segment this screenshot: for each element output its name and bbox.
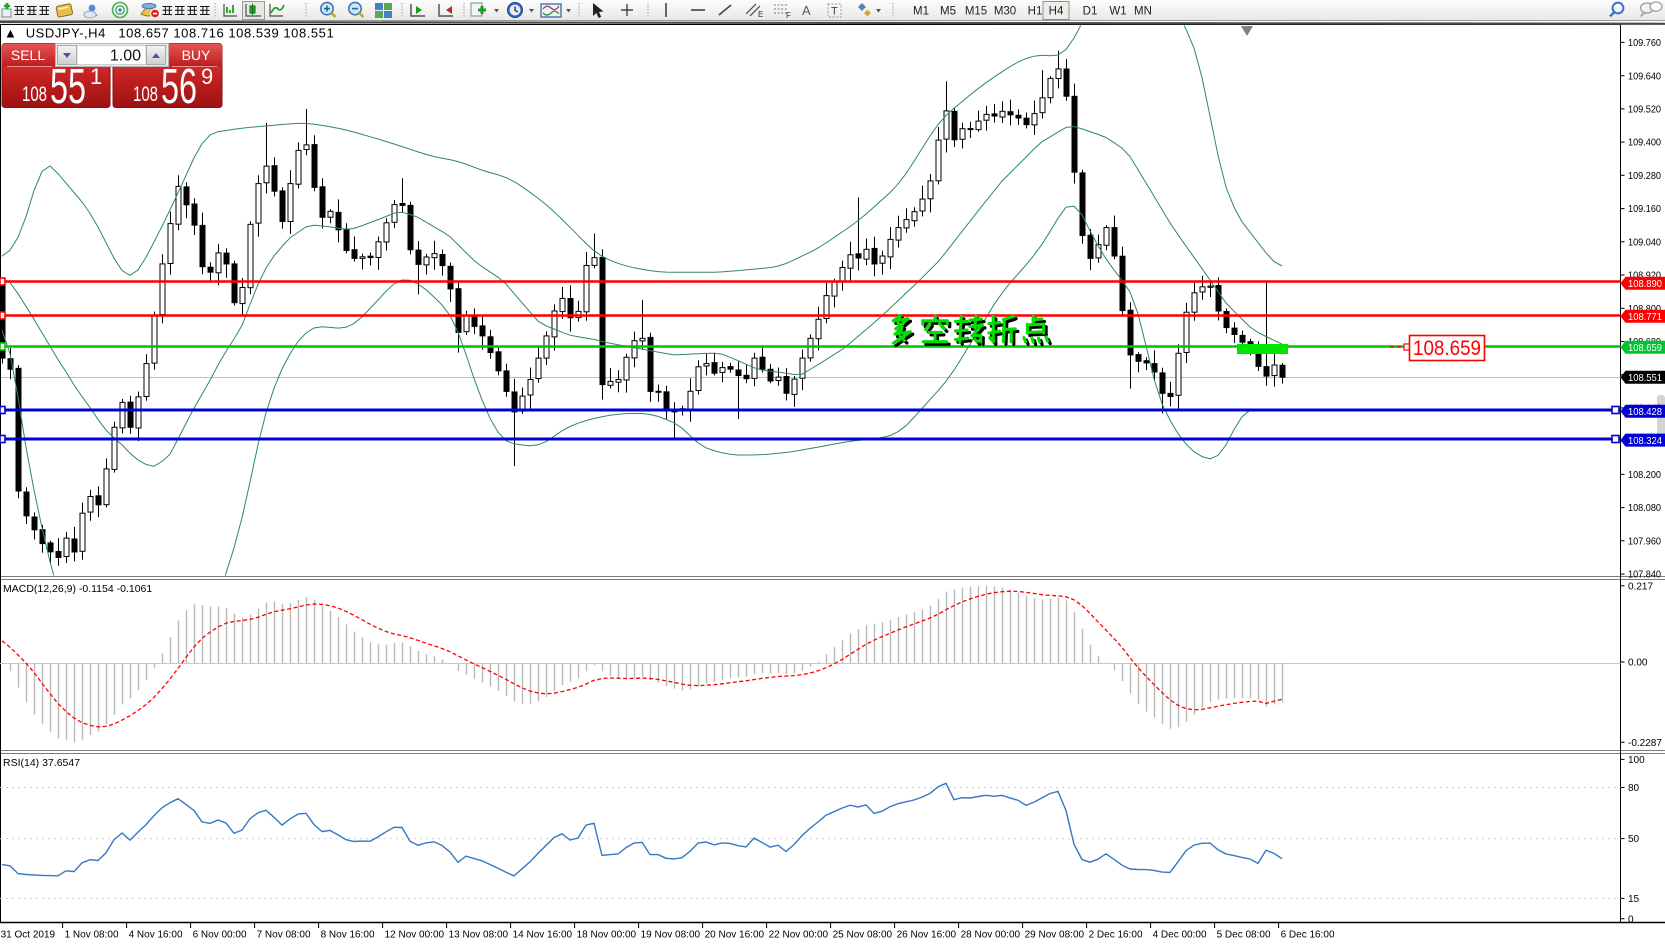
svg-text:SELL: SELL [11,47,45,63]
svg-text:108.324: 108.324 [1628,435,1662,447]
svg-text:25 Nov 08:00: 25 Nov 08:00 [833,930,893,941]
svg-text:RSI(14) 37.6547: RSI(14) 37.6547 [3,757,80,769]
svg-text:107.960: 107.960 [1628,536,1661,547]
svg-text:19 Nov 08:00: 19 Nov 08:00 [641,930,701,941]
svg-text:109.640: 109.640 [1628,71,1661,82]
svg-text:50: 50 [1628,834,1640,845]
svg-text:109.160: 109.160 [1628,204,1661,215]
svg-text:108.551: 108.551 [1628,372,1662,384]
svg-text:M5: M5 [940,6,956,18]
svg-text:108.659: 108.659 [1628,342,1662,354]
svg-text:H1: H1 [1028,6,1043,18]
svg-text:108.771: 108.771 [1628,311,1662,323]
svg-text:29 Nov 08:00: 29 Nov 08:00 [1025,930,1085,941]
svg-text:14 Nov 16:00: 14 Nov 16:00 [513,930,573,941]
svg-text:108.200: 108.200 [1628,470,1661,481]
svg-text:D1: D1 [1083,6,1098,18]
svg-text:22 Nov 00:00: 22 Nov 00:00 [769,930,829,941]
svg-text:M1: M1 [913,6,929,18]
svg-text:109.400: 109.400 [1628,138,1661,149]
svg-text:12 Nov 00:00: 12 Nov 00:00 [385,930,445,941]
svg-text:15: 15 [1628,894,1640,905]
svg-text:1 Nov 08:00: 1 Nov 08:00 [65,930,119,941]
svg-text:H4: H4 [1049,6,1064,18]
svg-text:108.428: 108.428 [1628,406,1662,418]
svg-text:8 Nov 16:00: 8 Nov 16:00 [321,930,375,941]
svg-text:A: A [802,3,811,18]
svg-text:108.080: 108.080 [1628,503,1661,514]
svg-text:80: 80 [1628,783,1640,794]
svg-text:▲ USDJPY-,H4 108.657 108.71: ▲ USDJPY-,H4 108.657 108.716 108.539 108… [4,26,334,41]
svg-text:6 Dec 16:00: 6 Dec 16:00 [1281,930,1335,941]
svg-text:9: 9 [201,64,213,89]
svg-text:1.00: 1.00 [110,48,141,65]
svg-text:108: 108 [22,83,47,106]
svg-text:0.00: 0.00 [1628,658,1648,669]
svg-text:M15: M15 [965,6,987,18]
svg-text:18 Nov 00:00: 18 Nov 00:00 [577,930,637,941]
svg-text:108.659: 108.659 [1413,337,1481,360]
svg-text:28 Nov 00:00: 28 Nov 00:00 [961,930,1021,941]
svg-text:20 Nov 16:00: 20 Nov 16:00 [705,930,765,941]
svg-text:108.800: 108.800 [1628,304,1661,315]
svg-text:BUY: BUY [182,47,211,63]
svg-text:100: 100 [1628,755,1645,766]
svg-text:31 Oct 2019: 31 Oct 2019 [1,930,56,941]
svg-text:108.920: 108.920 [1628,271,1661,282]
svg-text:E: E [758,10,763,19]
svg-text:55: 55 [50,60,86,114]
svg-text:56: 56 [161,60,197,114]
svg-text:7 Nov 08:00: 7 Nov 08:00 [257,930,311,941]
svg-text:2 Dec 16:00: 2 Dec 16:00 [1089,930,1143,941]
svg-text:1: 1 [90,64,102,89]
svg-text:6 Nov 00:00: 6 Nov 00:00 [193,930,247,941]
svg-text:0.217: 0.217 [1628,581,1653,592]
svg-text:109.760: 109.760 [1628,38,1661,49]
svg-text:M30: M30 [994,6,1016,18]
svg-text:109.520: 109.520 [1628,105,1661,116]
svg-text:-0.2287: -0.2287 [1628,738,1662,749]
svg-text:13 Nov 08:00: 13 Nov 08:00 [449,930,509,941]
svg-text:4 Nov 16:00: 4 Nov 16:00 [129,930,183,941]
svg-text:109.040: 109.040 [1628,237,1661,248]
svg-text:4 Dec 00:00: 4 Dec 00:00 [1153,930,1207,941]
svg-text:F: F [786,11,791,20]
svg-text:T: T [831,6,838,18]
svg-text:0: 0 [1628,914,1634,925]
svg-text:MACD(12,26,9) -0.1154 -0.1061: MACD(12,26,9) -0.1154 -0.1061 [3,583,152,595]
svg-text:MN: MN [1134,6,1152,18]
svg-text:108.890: 108.890 [1628,278,1662,290]
svg-text:W1: W1 [1109,6,1126,18]
svg-text:5 Dec 08:00: 5 Dec 08:00 [1217,930,1271,941]
svg-text:109.280: 109.280 [1628,171,1661,182]
svg-text:107.840: 107.840 [1628,570,1661,581]
svg-text:26 Nov 16:00: 26 Nov 16:00 [897,930,957,941]
svg-text:108: 108 [133,83,158,106]
